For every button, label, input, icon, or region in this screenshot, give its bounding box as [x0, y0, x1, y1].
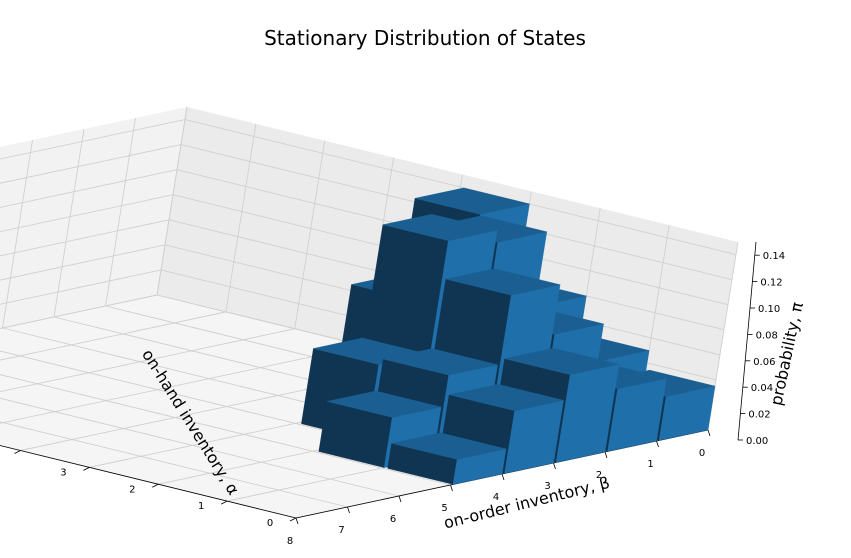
x-tick-label: 0: [699, 448, 705, 459]
z-tick-label: 0.02: [748, 410, 770, 421]
z-grid-line-back: [0, 294, 158, 329]
z-tick-label: 0.08: [756, 330, 778, 341]
bar-top-face: [383, 348, 498, 376]
z-tick-label: 0.04: [751, 383, 773, 394]
z-grid-line-back: [0, 169, 178, 208]
tick-labels: 8765432108765432100.000.020.040.060.080.…: [14, 251, 785, 547]
x-tick-mark: [450, 484, 453, 492]
x-tick-mark: [553, 462, 556, 470]
side-grid-line-vertical: [294, 140, 326, 329]
z-grid-line-back: [0, 194, 174, 233]
z-tick-label: 0.14: [763, 251, 785, 262]
x-tick-mark: [295, 517, 299, 525]
x-tick-mark: [501, 473, 505, 481]
x-tick-mark: [707, 429, 711, 437]
x-tick-label: 4: [493, 492, 499, 503]
bars: [301, 187, 716, 485]
y-tick-label: 1: [198, 501, 204, 512]
z-tick-label: 0.12: [760, 278, 782, 289]
x-tick-label: 5: [441, 503, 447, 514]
chart-title: Stationary Distribution of States: [264, 26, 586, 50]
z-grid-line-back: [0, 219, 170, 257]
x-tick-label: 6: [390, 514, 396, 525]
z-tick-label: 0.10: [758, 304, 780, 315]
x-tick-label: 8: [287, 536, 293, 547]
x-tick-mark: [347, 506, 350, 514]
x-tick-mark: [656, 440, 659, 448]
back-grid-line-vertical: [105, 117, 136, 307]
floor-grid-line-alpha: [0, 345, 364, 424]
y-tick-mark: [83, 467, 90, 471]
y-tick-label: 2: [129, 484, 135, 495]
bar-top-face: [326, 390, 442, 418]
z-grid-line-back: [0, 144, 182, 184]
z-axis-line: [737, 241, 757, 441]
floor-grid-line-beta: [0, 397, 400, 497]
bar-top-face: [414, 187, 530, 215]
bar-top-face: [382, 213, 498, 241]
z-grid-line-back: [0, 269, 162, 305]
back-pane-alpha8: [0, 107, 187, 329]
side-grid-line-vertical: [156, 106, 188, 296]
floor-grid-line-beta: [0, 374, 451, 486]
z-grid-line-back: [0, 244, 166, 281]
back-grid-line-vertical: [2, 139, 33, 329]
side-grid-line-vertical: [225, 123, 257, 312]
z-tick-label: 0.00: [746, 436, 768, 447]
y-tick-mark: [152, 483, 159, 488]
x-tick-label: 2: [596, 470, 602, 481]
z-axis-label: probability, π: [766, 300, 807, 407]
bar-top-face: [449, 384, 564, 412]
z-grid-line-side: [184, 119, 737, 255]
back-grid-line-vertical: [53, 128, 85, 318]
z-grid-line-back: [0, 119, 186, 160]
x-tick-label: 1: [647, 459, 653, 470]
y-tick-mark: [220, 500, 228, 505]
x-tick-mark: [604, 451, 608, 459]
x-tick-mark: [398, 495, 402, 503]
y-tick-label: 0: [267, 518, 273, 529]
x-tick-label: 7: [338, 525, 344, 536]
floor-grid-line-beta: [0, 421, 348, 508]
bar-top-face: [504, 347, 620, 375]
y-tick-mark: [14, 450, 21, 454]
floor-grid-line-alpha: [0, 311, 226, 361]
y-tick-label: 3: [60, 467, 66, 478]
floor-grid-line-alpha: [0, 328, 295, 393]
bar-top-face: [445, 268, 561, 296]
bar: [387, 432, 507, 485]
y-tick-mark: [289, 517, 297, 522]
z-tick-label: 0.06: [753, 357, 775, 368]
x-tick-label: 3: [544, 481, 550, 492]
bar-top-face: [391, 432, 507, 460]
